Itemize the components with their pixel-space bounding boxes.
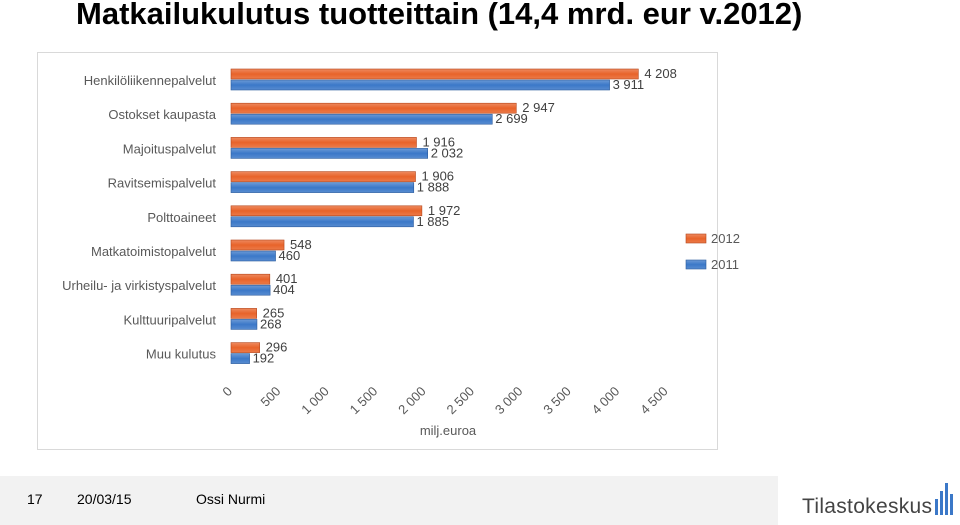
category-label: Ravitsemispalvelut bbox=[108, 176, 217, 191]
data-label-2011: 1 888 bbox=[417, 180, 450, 195]
x-tick-label: 3 000 bbox=[492, 384, 526, 418]
legend-label-2012: 2012 bbox=[711, 231, 740, 246]
legend: 2012 2011 bbox=[685, 231, 740, 272]
x-tick-label: 4 500 bbox=[637, 384, 671, 418]
data-label-2012: 265 bbox=[263, 305, 285, 320]
x-axis: 0 500 1 000 1 500 2 000 2 500 3 000 3 500 4 000 4… bbox=[219, 384, 670, 438]
page-number: 17 bbox=[27, 491, 43, 507]
bar-2012 bbox=[230, 102, 517, 114]
data-label-2012: 4 208 bbox=[644, 66, 677, 81]
category-label: Majoituspalvelut bbox=[123, 141, 217, 156]
legend-swatch-2012 bbox=[685, 233, 707, 244]
bar-2011 bbox=[230, 216, 414, 228]
legend-label-2011: 2011 bbox=[711, 257, 739, 272]
footer-author: Ossi Nurmi bbox=[196, 491, 266, 507]
bar-2012 bbox=[230, 239, 285, 251]
data-label-2012: 296 bbox=[266, 340, 288, 355]
data-label-2011: 268 bbox=[260, 316, 282, 331]
bar-2012 bbox=[230, 308, 257, 319]
data-label-2012: 1 906 bbox=[422, 169, 455, 184]
category-label: Kulttuuripalvelut bbox=[124, 312, 217, 327]
data-label-2012: 1 916 bbox=[422, 134, 455, 149]
x-tick-label: 0 bbox=[219, 384, 235, 400]
bar-2012 bbox=[230, 273, 271, 285]
footer-date: 20/03/15 bbox=[77, 491, 132, 507]
logo-bars-icon bbox=[935, 483, 953, 515]
bar-2012 bbox=[230, 137, 417, 148]
bar-2012 bbox=[230, 342, 260, 353]
bar-2011 bbox=[230, 113, 493, 125]
x-tick-label: 4 000 bbox=[589, 384, 623, 418]
bar-2011 bbox=[230, 250, 276, 262]
x-tick-label: 1 000 bbox=[298, 384, 332, 418]
bar-2011 bbox=[230, 319, 258, 330]
x-tick-label: 1 500 bbox=[347, 384, 381, 418]
category-label: Muu kulutus bbox=[146, 347, 217, 362]
x-tick-label: 2 000 bbox=[395, 384, 429, 418]
tilastokeskus-logo: Tilastokeskus bbox=[778, 476, 960, 525]
x-tick-label: 500 bbox=[258, 384, 284, 410]
bar-2012 bbox=[230, 205, 423, 217]
bar-2011 bbox=[230, 353, 250, 364]
data-label-2012: 548 bbox=[290, 237, 312, 252]
x-tick-label: 2 500 bbox=[444, 384, 478, 418]
data-label-2011: 460 bbox=[279, 248, 301, 263]
bar-2011 bbox=[230, 182, 415, 193]
category-label: Henkilöliikennepalvelut bbox=[84, 73, 217, 88]
data-label-2011: 2 699 bbox=[495, 111, 528, 126]
data-label-2011: 192 bbox=[253, 351, 275, 366]
chart-frame bbox=[37, 52, 718, 450]
data-label-2012: 401 bbox=[276, 271, 298, 286]
bar-chart: Henkilöliikennepalvelut Ostokset kaupasta… bbox=[62, 66, 740, 438]
category-label: Matkatoimistopalvelut bbox=[91, 244, 216, 259]
bar-2011 bbox=[230, 284, 271, 296]
data-label-2011: 1 885 bbox=[416, 214, 449, 229]
x-axis-title: milj.euroa bbox=[420, 423, 477, 438]
data-label-2011: 2 032 bbox=[431, 145, 464, 160]
bar-2012 bbox=[230, 171, 416, 182]
bars bbox=[230, 68, 639, 364]
logo-text: Tilastokeskus bbox=[802, 495, 933, 518]
category-label: Ostokset kaupasta bbox=[108, 107, 216, 122]
data-label-2012: 2 947 bbox=[522, 100, 555, 115]
bar-2011 bbox=[230, 148, 428, 159]
slide-title: Matkailukulutus tuotteittain (14,4 mrd. … bbox=[76, 0, 803, 31]
legend-swatch-2011 bbox=[685, 259, 707, 270]
category-label: Polttoaineet bbox=[147, 210, 216, 225]
data-label-2011: 404 bbox=[273, 282, 295, 297]
category-label: Urheilu- ja virkistyspalvelut bbox=[62, 278, 216, 293]
data-label-2011: 3 911 bbox=[613, 77, 645, 92]
data-label-2012: 1 972 bbox=[428, 203, 461, 218]
bar-2011 bbox=[230, 79, 610, 91]
category-labels: Henkilöliikennepalvelut Ostokset kaupasta… bbox=[62, 73, 217, 362]
bar-2012 bbox=[230, 68, 639, 80]
x-tick-label: 3 500 bbox=[540, 384, 574, 418]
